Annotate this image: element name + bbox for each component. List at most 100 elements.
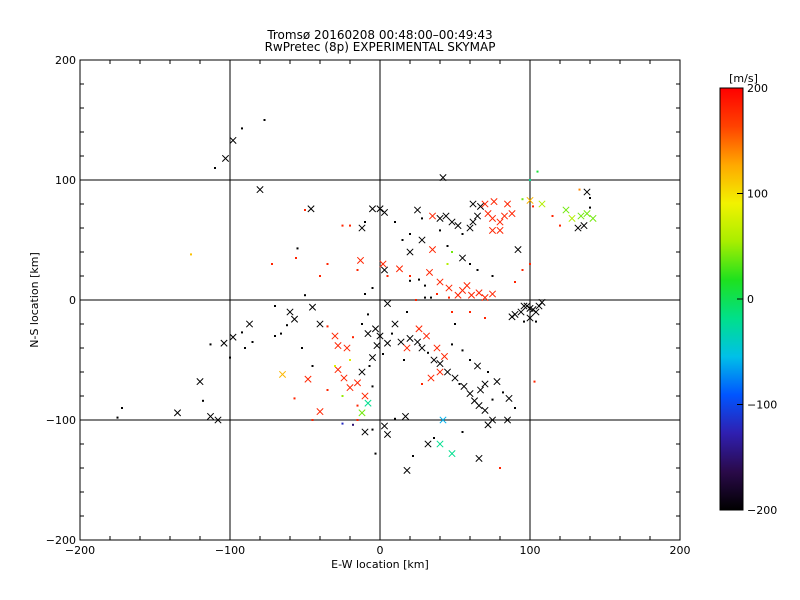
point-cross (383, 300, 392, 308)
point-cross (380, 422, 389, 430)
point-cross (469, 218, 477, 226)
point-dot (251, 341, 254, 343)
point-cross (476, 202, 485, 210)
point-dot (578, 188, 581, 191)
point-cross (380, 208, 389, 216)
point-dot (418, 278, 420, 281)
point-dot (286, 324, 288, 327)
point-dot (371, 428, 374, 431)
point-dot (121, 407, 123, 409)
point-cross (517, 308, 525, 316)
point-cross (436, 360, 444, 368)
point-dot (368, 365, 371, 367)
point-cross (373, 342, 381, 350)
point-cross (440, 352, 449, 360)
point-cross (406, 334, 414, 342)
point-dot (424, 296, 426, 299)
point-dot (589, 206, 591, 209)
point-dot (484, 317, 486, 319)
point-dot (415, 299, 417, 301)
point-cross (488, 226, 497, 234)
point-cross (316, 408, 324, 416)
point-cross (439, 174, 447, 182)
point-dot (394, 417, 396, 420)
point-dot (514, 281, 516, 283)
point-cross (526, 314, 534, 322)
y-tick-label: 100 (55, 174, 76, 187)
point-dot (326, 325, 329, 328)
point-dot (430, 296, 432, 299)
point-cross (331, 332, 339, 340)
point-cross (562, 206, 570, 214)
point-cross (520, 302, 528, 310)
y-axis-label: N-S location [km] (28, 252, 41, 348)
point-cross (379, 260, 387, 268)
point-cross (395, 265, 404, 273)
point-dot (356, 269, 359, 271)
point-cross (358, 409, 366, 417)
point-dot (523, 320, 525, 323)
point-cross (433, 344, 441, 352)
point-dot (214, 167, 216, 169)
point-dot (409, 275, 411, 277)
point-cross (448, 450, 456, 458)
point-dot (341, 422, 344, 425)
point-cross (458, 254, 467, 262)
point-cross (430, 356, 438, 364)
point-cross (214, 416, 222, 424)
point-cross (358, 368, 366, 376)
point-dot (433, 437, 435, 439)
point-cross (340, 374, 348, 382)
point-cross (481, 406, 489, 414)
point-cross (469, 200, 477, 208)
point-cross (445, 284, 453, 292)
point-dot (469, 311, 471, 313)
point-dot (589, 197, 591, 199)
point-dot (371, 287, 374, 289)
point-cross (589, 214, 597, 222)
point-cross (376, 205, 384, 213)
point-cross (422, 332, 431, 340)
point-dot (446, 245, 449, 247)
point-dot (436, 293, 438, 295)
point-dot (116, 416, 119, 419)
point-cross (490, 198, 498, 206)
point-cross (173, 409, 182, 417)
point-cross (436, 440, 444, 448)
axis-ticks: −200 −100 0 100 200 −200 −100 0 100 200 (46, 54, 691, 557)
point-cross (481, 200, 489, 208)
point-dot (356, 404, 359, 407)
point-cross (364, 330, 372, 338)
point-dot (349, 359, 351, 361)
point-cross (436, 214, 444, 222)
point-dot (241, 331, 243, 334)
point-dot (293, 397, 296, 400)
point-cross (583, 210, 591, 218)
point-cross (245, 320, 254, 328)
point-cross (397, 338, 405, 346)
colorbar-label: [m/s] (729, 72, 758, 85)
point-cross (454, 222, 462, 230)
point-cross (401, 412, 410, 420)
point-cross (496, 218, 504, 226)
point-dot (371, 385, 374, 388)
point-cross (427, 374, 435, 382)
point-dot (296, 247, 299, 250)
point-dot (304, 294, 306, 297)
point-cross (436, 278, 444, 286)
point-cross (428, 212, 437, 220)
point-dot (451, 311, 453, 313)
point-cross (383, 339, 392, 347)
point-cross (568, 214, 576, 222)
y-tick-label: −100 (46, 414, 76, 427)
point-dot (374, 452, 377, 455)
point-dot (202, 399, 204, 402)
colorbar-tick-label: 100 (747, 188, 768, 201)
point-cross (304, 375, 312, 383)
point-cross (514, 246, 522, 254)
point-cross (358, 224, 366, 232)
point-dot (352, 336, 354, 339)
point-dot (311, 419, 314, 421)
x-tick-label: −100 (215, 544, 245, 557)
